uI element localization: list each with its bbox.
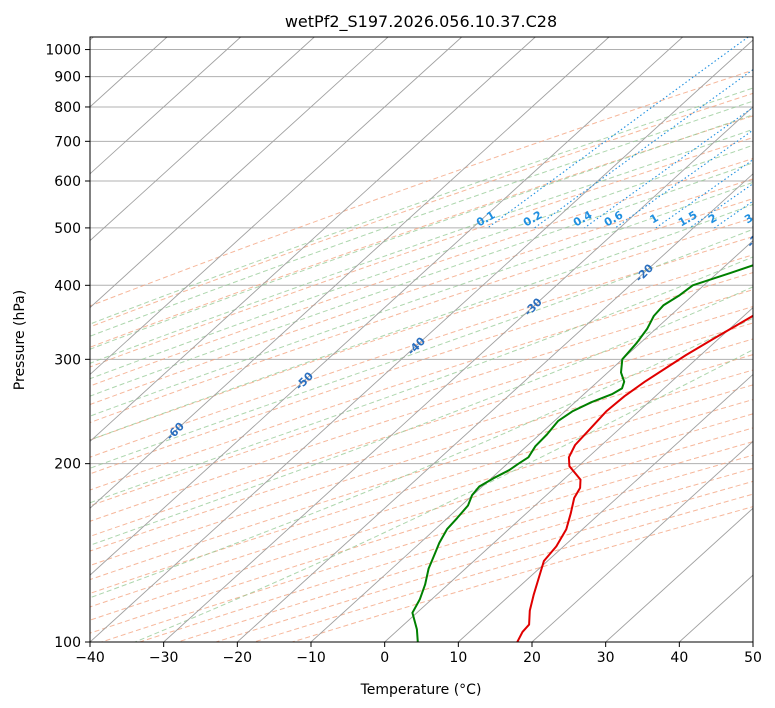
isotherm-line <box>90 37 389 309</box>
isotherm-line <box>605 507 753 642</box>
moist-adiabat-line <box>90 228 753 469</box>
dewpoint-line <box>411 264 753 642</box>
x-tick-label: −20 <box>223 650 253 666</box>
x-tick-label: 0 <box>380 650 389 666</box>
mixing-ratio-line <box>487 37 749 229</box>
moist-adiabat-line <box>90 144 753 380</box>
dry-adiabat-line <box>90 158 753 387</box>
isotherms <box>90 37 753 642</box>
sounding-series <box>411 264 753 642</box>
x-tick-label: 40 <box>670 650 688 666</box>
moist-adiabat-line <box>90 181 753 417</box>
isotherm-line <box>90 37 684 576</box>
x-tick-label: −10 <box>296 650 326 666</box>
x-tick-label: 50 <box>744 650 762 666</box>
x-tick-label: −40 <box>75 650 105 666</box>
mixing-ratio-line <box>534 68 753 229</box>
y-tick-label: 100 <box>54 635 81 651</box>
y-tick-label: 300 <box>54 352 81 368</box>
dry-adiabat-line <box>90 69 753 307</box>
y-tick-label: 400 <box>54 278 81 294</box>
isotherm-line <box>90 37 463 376</box>
isotherm-line <box>384 306 753 642</box>
x-tick-label: 10 <box>449 650 467 666</box>
isotherm-line <box>90 37 315 242</box>
isotherm-line <box>90 37 242 175</box>
y-tick-label: 200 <box>54 457 81 473</box>
mixing-ratio-label: 3 <box>742 211 755 226</box>
y-tick-label: 500 <box>54 221 81 237</box>
dry-adiabat-line <box>90 115 753 348</box>
isotherm-line <box>457 373 753 642</box>
moist-adiabat-line <box>90 317 753 599</box>
isotherm-line <box>163 106 753 642</box>
isotherm-line <box>310 240 753 642</box>
y-tick-label: 900 <box>54 70 81 86</box>
isotherm-line <box>531 440 753 642</box>
dry-adiabat-line <box>90 217 753 441</box>
x-axis-label: Temperature (°C) <box>360 682 482 698</box>
isotherm-line <box>90 37 536 442</box>
x-tick-label: −30 <box>149 650 179 666</box>
y-tick-label: 700 <box>54 134 81 150</box>
y-axis-label: Pressure (hPa) <box>12 290 28 390</box>
mixing-ratio-line <box>614 129 753 229</box>
isotherm-line <box>236 173 753 642</box>
y-tick-label: 600 <box>54 174 81 190</box>
isotherm-line <box>90 37 610 509</box>
moist-adiabat-line <box>90 256 753 504</box>
dry-adiabat-line <box>90 178 753 406</box>
axes: −40 −30 −20 −10 0 10 20 30 40 50 100 200 300 400 500 60… <box>45 43 762 666</box>
x-tick-label: 30 <box>597 650 615 666</box>
plot-frame <box>89 36 754 643</box>
moist-adiabat-line <box>90 162 753 397</box>
x-tick-label: 20 <box>523 650 541 666</box>
y-tick-label: 800 <box>54 100 81 116</box>
plot-area: 0.10.20.40.611.52346810131620253036 -100… <box>90 37 767 642</box>
chart-title: wetPf2_S197.2026.056.10.37.C28 <box>285 12 557 32</box>
dry-adiabat-line <box>90 198 753 424</box>
y-tick-label: 1000 <box>45 43 81 59</box>
isotherm-label: -10 <box>744 227 767 250</box>
isotherm-line <box>90 39 753 642</box>
moist-adiabat-line <box>90 114 753 350</box>
temperature-line <box>516 314 753 642</box>
